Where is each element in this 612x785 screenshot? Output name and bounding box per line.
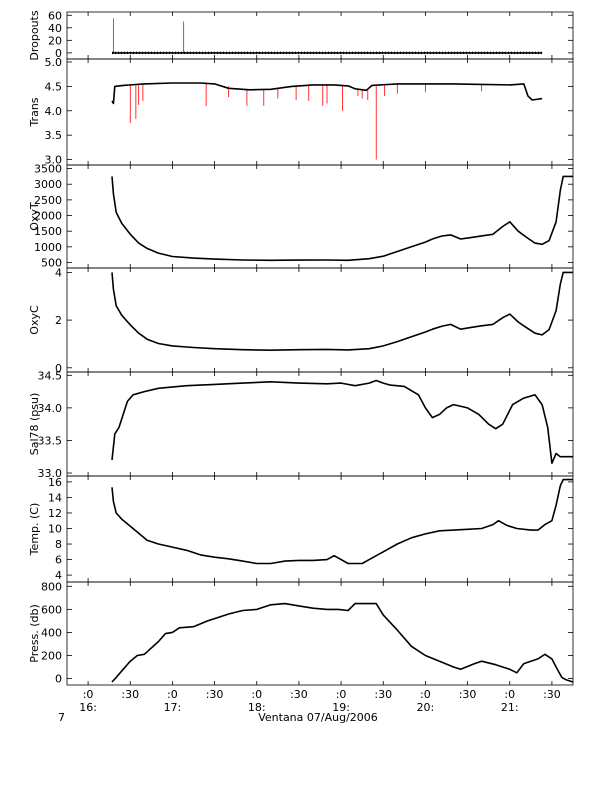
x-tick-label: :0 <box>251 688 262 701</box>
y-axis-label: OxyC <box>28 305 41 335</box>
y-tick-label: 2500 <box>34 194 62 207</box>
x-tick-label: :30 <box>290 688 308 701</box>
y-axis-label: Press. (db) <box>28 604 41 663</box>
x-tick-label: :30 <box>206 688 224 701</box>
y-axis-label: Dropouts <box>28 10 41 60</box>
x-tick-label: :0 <box>336 688 347 701</box>
y-tick-label: 0 <box>55 362 62 375</box>
y-tick-label: 400 <box>41 626 62 639</box>
y-tick-label: 33.0 <box>38 467 63 480</box>
x-hour-label: 19: <box>332 701 350 714</box>
panel-4: 0 2 4 OxyC <box>28 266 574 375</box>
x-axis-label: Ventana 07/Aug/2006 <box>258 711 378 724</box>
data-trace <box>111 379 573 465</box>
y-tick-label: 14 <box>48 491 62 504</box>
y-axis-label: OxyT <box>28 202 41 231</box>
panel-6: 4 6 8 10 12 14 16 Temp. (C) <box>28 475 574 583</box>
y-tick-label: 4 <box>55 266 62 279</box>
y-tick-label: 40 <box>48 22 62 35</box>
y-tick-label: 3000 <box>34 178 62 191</box>
x-tick-label: :30 <box>374 688 392 701</box>
data-trace <box>111 175 573 262</box>
y-tick-label: 60 <box>48 9 62 22</box>
panel-frame <box>66 475 574 583</box>
panel-5: 33.0 33.5 34.0 34.5 Sal78 (psu) <box>28 369 574 480</box>
panel-frame <box>66 164 574 269</box>
y-tick-label: 1000 <box>34 241 62 254</box>
panel-3: 500 1000 1500 2000 2500 3000 3500 OxyT <box>28 163 574 269</box>
y-tick-label: 4.5 <box>45 80 63 93</box>
y-tick-label: 3.0 <box>45 154 63 167</box>
data-trace <box>111 478 573 565</box>
x-hour-label: 16: <box>79 701 97 714</box>
y-tick-label: 5.0 <box>45 56 63 69</box>
y-axis-label: Trans <box>28 97 41 127</box>
y-tick-label: 16 <box>48 476 62 489</box>
y-tick-label: 600 <box>41 603 62 616</box>
y-tick-label: 33.5 <box>38 434 63 447</box>
y-tick-label: 0 <box>55 47 62 60</box>
y-tick-label: 3.5 <box>45 129 63 142</box>
y-tick-label: 10 <box>48 523 62 536</box>
x-hour-label: 17: <box>164 701 182 714</box>
y-tick-label: 4 <box>55 569 62 582</box>
data-trace <box>111 602 574 683</box>
y-tick-label: 8 <box>55 538 62 551</box>
y-tick-label: 34.0 <box>38 402 63 415</box>
panel-frame <box>66 371 574 477</box>
panel-frame <box>66 58 574 166</box>
x-tick-label: :0 <box>167 688 178 701</box>
x-tick-label: :0 <box>83 688 94 701</box>
y-tick-label: 12 <box>48 507 62 520</box>
x-hour-label: 21: <box>501 701 519 714</box>
data-trace <box>111 271 573 352</box>
y-tick-label: 3500 <box>34 163 62 176</box>
y-tick-label: 800 <box>41 580 62 593</box>
y-tick-label: 200 <box>41 649 62 662</box>
y-tick-label: 20 <box>48 34 62 47</box>
x-hour-label: 20: <box>417 701 435 714</box>
panel-2: 3.0 3.5 4.0 4.5 5.0 Trans <box>28 56 574 167</box>
x-hour-label: 18: <box>248 701 266 714</box>
y-tick-label: 500 <box>41 256 62 269</box>
y-tick-label: 34.5 <box>38 369 63 382</box>
x-tick-label: :30 <box>543 688 561 701</box>
y-tick-label: 2 <box>55 314 62 327</box>
panels: 0204060Dropouts3.03.54.04.55.0Trans50010… <box>28 9 574 686</box>
panel-frame <box>66 581 574 686</box>
x-tick-label: :30 <box>121 688 139 701</box>
y-axis-label: Sal78 (psu) <box>28 393 41 456</box>
y-axis-label: Temp. (C) <box>28 503 41 557</box>
panel-frame <box>66 267 574 373</box>
data-trace <box>111 82 543 105</box>
x-tick-label: :30 <box>459 688 477 701</box>
y-tick-label: 6 <box>55 554 62 567</box>
y-tick-label: 0 <box>55 673 62 686</box>
x-tick-label: :0 <box>504 688 515 701</box>
x-axis: :016::30:017::30:018::30:019::30:020::30… <box>79 688 561 714</box>
y-tick-label: 1500 <box>34 225 62 238</box>
corner-label: 7 <box>58 711 65 724</box>
x-tick-label: :0 <box>420 688 431 701</box>
y-tick-label: 2000 <box>34 210 62 223</box>
y-tick-label: 4.0 <box>45 105 63 118</box>
